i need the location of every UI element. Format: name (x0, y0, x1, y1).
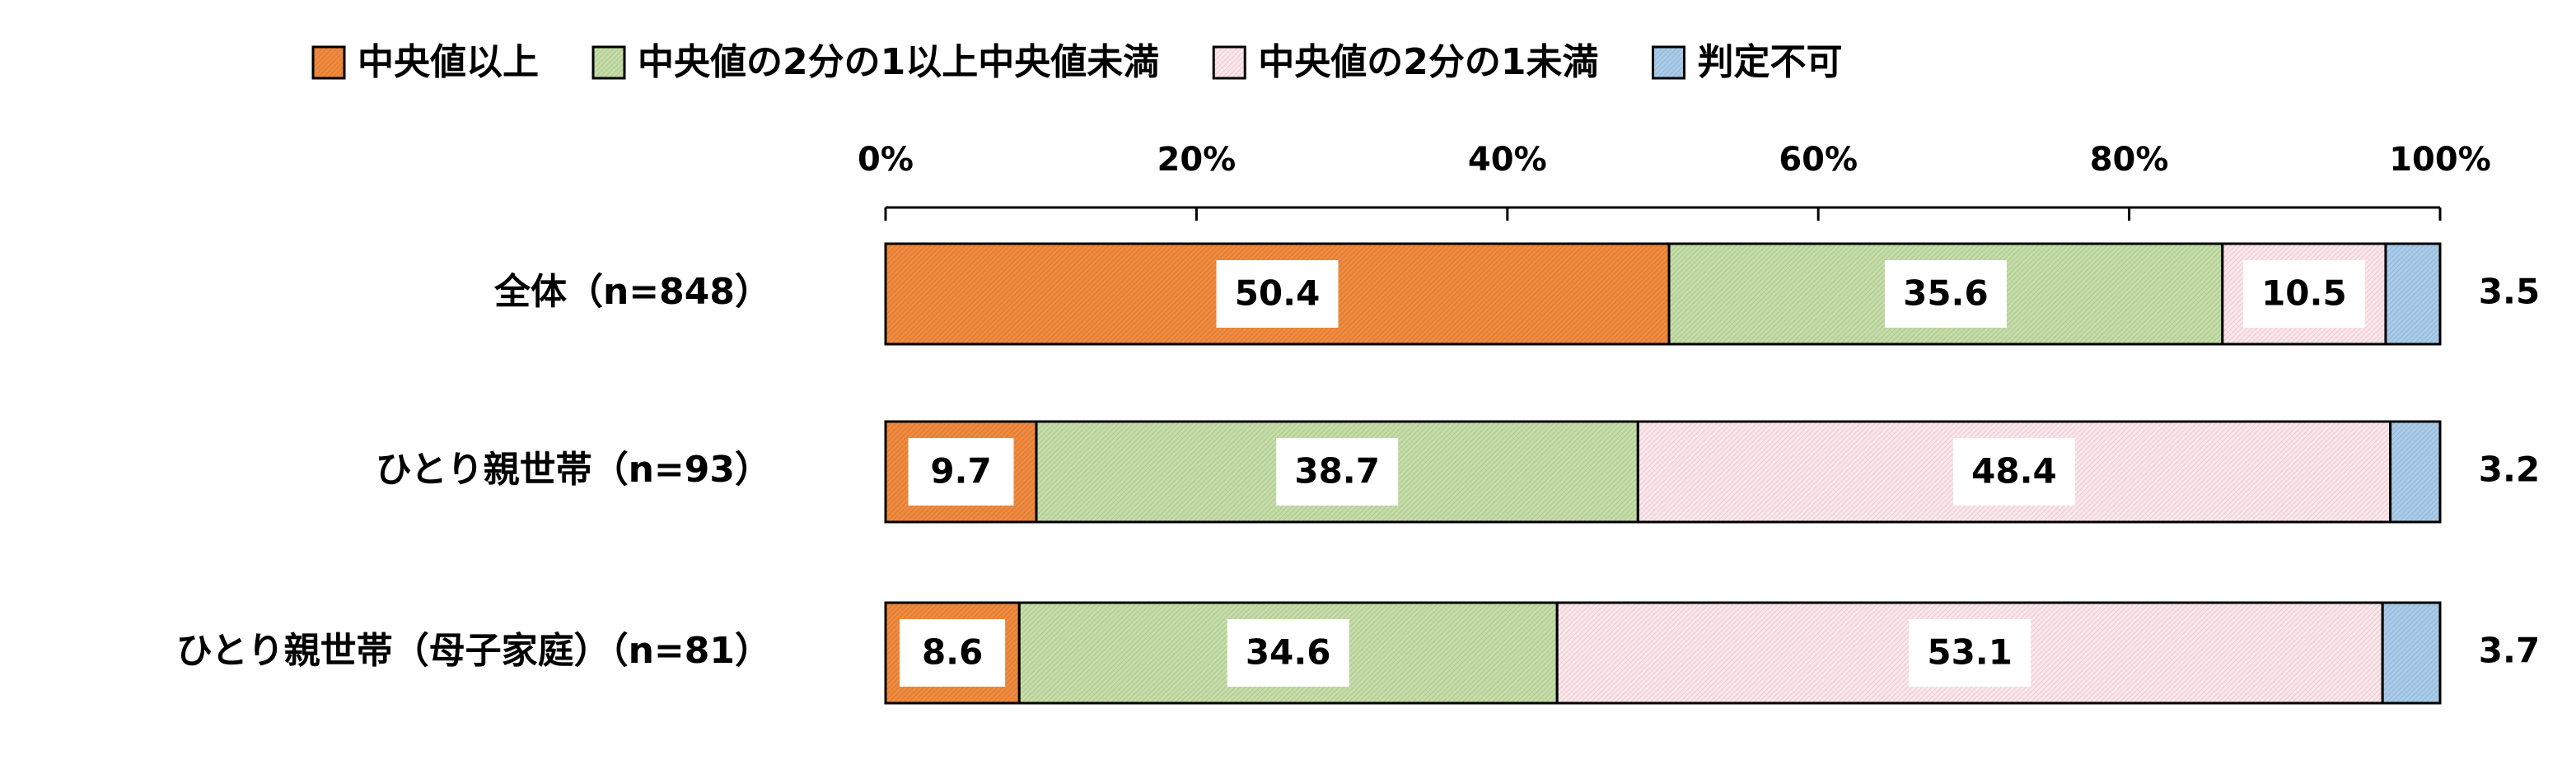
bar-row: 全体（n=848） 50.4 35.6 10.5 3.5 (493, 242, 2540, 346)
data-label-box (1909, 619, 2031, 687)
data-label-box (1276, 438, 1399, 506)
data-label-box (908, 438, 1014, 506)
bar-row: ひとり親世帯（n=93） 9.7 38.7 48.4 3.2 (376, 420, 2540, 524)
data-label: 48.4 (1971, 451, 2057, 492)
data-label-box (1884, 260, 2007, 328)
x-tick-label: 40% (1468, 141, 1547, 179)
legend-swatch-texture (593, 47, 624, 78)
x-tick-label: 60% (1779, 141, 1858, 179)
data-label-box (2242, 260, 2365, 328)
data-label: 34.6 (1246, 632, 1331, 673)
legend-label: 中央値以上 (358, 41, 539, 83)
data-label: 3.5 (2479, 272, 2540, 312)
legend-item: 中央値以上 (311, 41, 539, 83)
legend-label: 中央値の2分の1未満 (1258, 41, 1598, 83)
data-label: 35.6 (1903, 273, 1989, 314)
category-label: ひとり親世帯（n=93） (376, 449, 771, 491)
bars: 全体（n=848） 50.4 35.6 10.5 3.5 ひとり親世帯（n=93） 9.7 3… (176, 242, 2540, 705)
legend-label: 判定不可 (1697, 41, 1842, 83)
data-label: 10.5 (2261, 273, 2347, 314)
legend-swatch-texture (1653, 47, 1685, 78)
data-label: 53.1 (1927, 632, 2013, 673)
data-label: 8.6 (922, 632, 983, 673)
data-label: 3.7 (2479, 631, 2540, 671)
legend: 中央値以上 中央値の2分の1以上中央値未満 中央値の2分の1未満 判定不可 (311, 41, 1842, 83)
x-tick-label: 100% (2389, 141, 2491, 179)
category-label: ひとり親世帯（母子家庭）（n=81） (176, 630, 771, 672)
legend-swatch-texture (1213, 47, 1246, 78)
legend-item: 判定不可 (1651, 41, 1842, 83)
x-tick-label: 80% (2090, 141, 2169, 179)
x-axis: 0% 20% 40% 60% 80% 100% (858, 141, 2491, 221)
data-label-box (1227, 619, 1349, 687)
bar-segment-texture (2382, 603, 2440, 703)
data-label-box (900, 619, 1006, 687)
x-tick-label: 0% (858, 141, 914, 179)
x-tick-label: 20% (1157, 141, 1237, 179)
data-label: 3.2 (2479, 450, 2540, 490)
data-label-box (1952, 438, 2075, 506)
data-label-box (1216, 260, 1339, 328)
legend-label: 中央値の2分の1以上中央値未満 (638, 41, 1159, 83)
data-label: 9.7 (930, 451, 991, 492)
data-label: 50.4 (1235, 273, 1321, 314)
legend-item: 中央値の2分の1未満 (1212, 41, 1598, 83)
bar-segment-texture (2390, 422, 2440, 522)
data-label: 38.7 (1294, 451, 1380, 492)
bar-row: ひとり親世帯（母子家庭）（n=81） 8.6 34.6 53.1 3.7 (176, 601, 2540, 705)
legend-swatch-texture (313, 47, 344, 78)
legend-item: 中央値の2分の1以上中央値未満 (591, 41, 1159, 83)
category-label: 全体（n=848） (493, 271, 771, 313)
bar-segment-texture (2385, 244, 2440, 344)
